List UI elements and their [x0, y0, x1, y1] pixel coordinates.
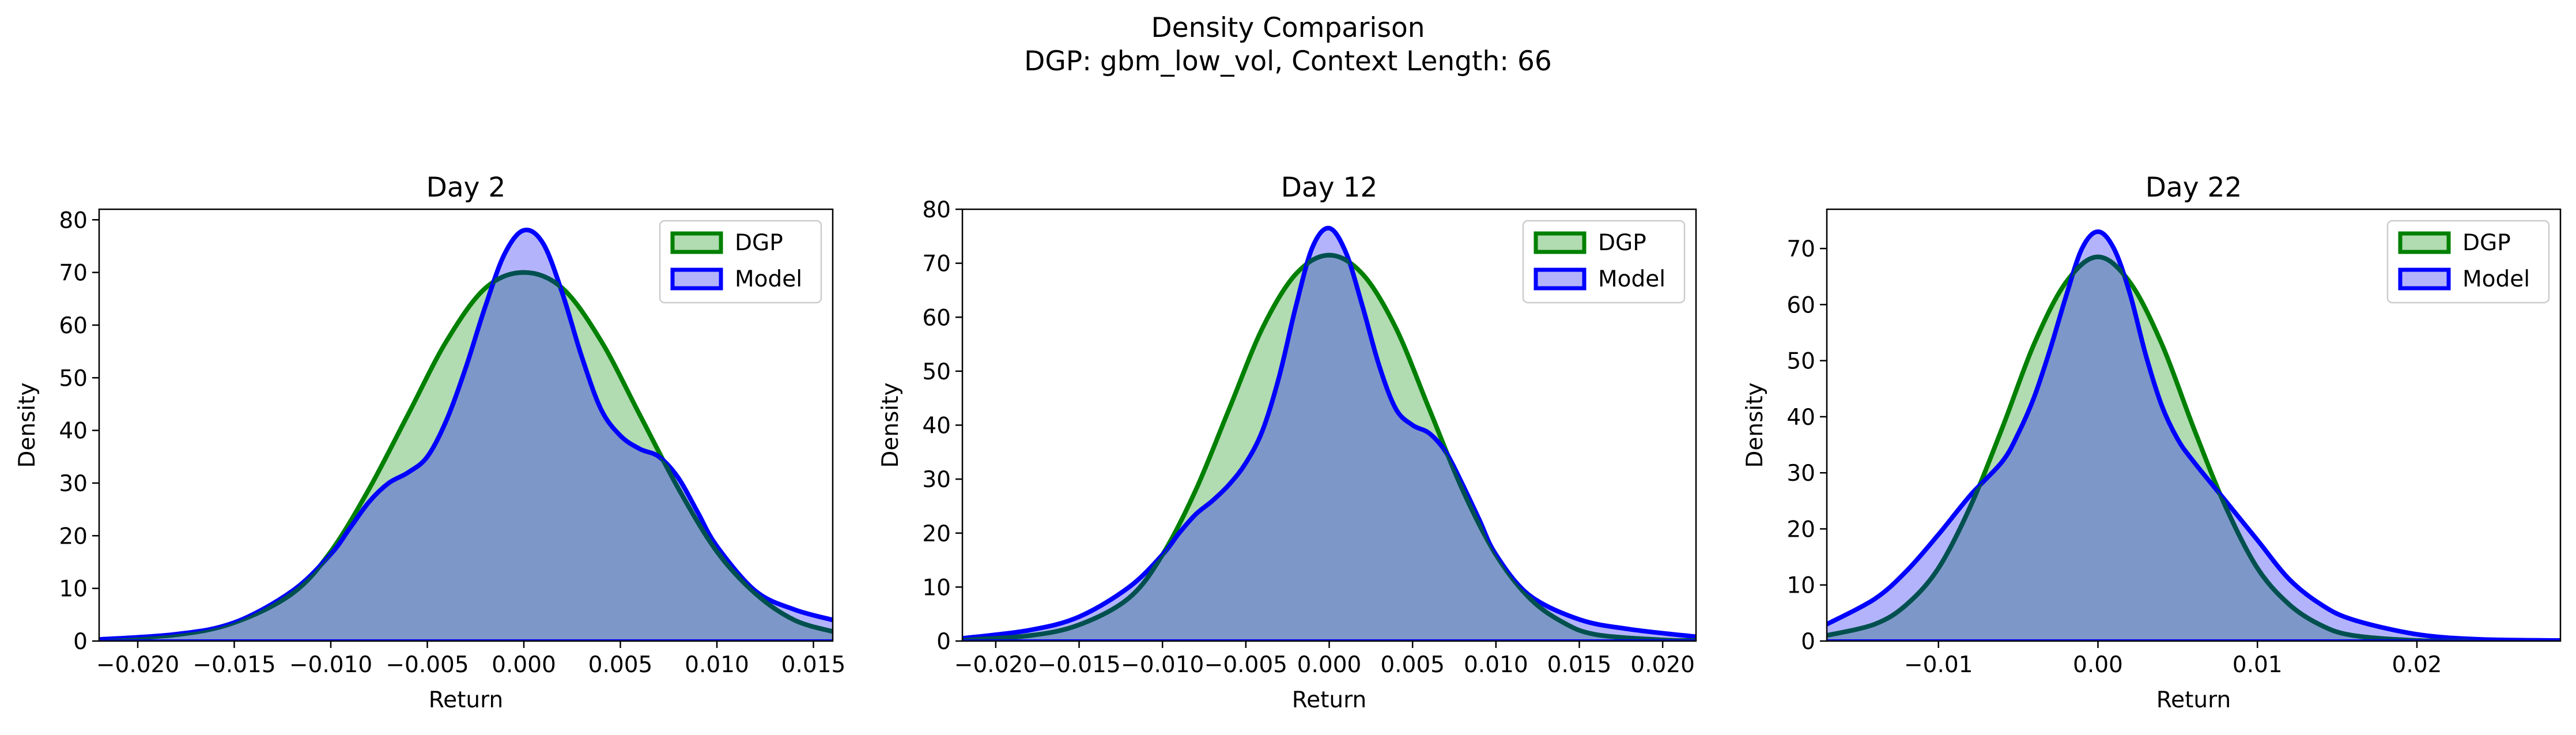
plot-area: [1827, 229, 2560, 641]
x-tick-label: 0.000: [1297, 652, 1362, 678]
y-tick-label: 80: [59, 208, 88, 233]
y-tick-label: 20: [1786, 517, 1815, 542]
y-tick-label: 0: [1801, 629, 1815, 655]
x-tick-label: −0.010: [289, 652, 372, 678]
x-tick-label: 0.01: [2233, 652, 2283, 678]
legend-label-dgp: DGP: [2462, 230, 2511, 256]
y-tick-label: 80: [922, 197, 951, 223]
y-tick-label: 30: [59, 471, 88, 497]
legend-label-dgp: DGP: [1598, 230, 1646, 256]
x-tick-label: −0.020: [954, 652, 1037, 678]
y-tick-label: 40: [59, 419, 88, 444]
x-tick-label: 0.000: [492, 652, 556, 678]
panel-day-1: −0.020 −0.015 −0.010 −0.005 0.000 0.005 0.010 0…: [14, 172, 845, 713]
x-tick-label: 0.02: [2392, 652, 2442, 678]
x-tick-label: 0.015: [1547, 652, 1612, 678]
x-tick-label: −0.015: [192, 652, 275, 678]
y-axis-label: Density: [878, 382, 904, 468]
x-tick-label: −0.01: [1904, 652, 1973, 678]
y-tick-label: 70: [922, 251, 951, 277]
legend-label-model: Model: [1598, 266, 1665, 292]
x-tick-label: −0.015: [1037, 652, 1120, 678]
y-tick-label: 20: [922, 521, 951, 547]
y-tick-label: 60: [1786, 292, 1815, 318]
y-tick-label: 40: [922, 413, 951, 439]
x-tick-label: 0.005: [588, 652, 653, 678]
y-tick-label: 10: [59, 576, 88, 602]
x-axis-label: Return: [1292, 687, 1366, 713]
y-tick-label: 50: [922, 359, 951, 385]
legend-swatch-model: [670, 267, 723, 291]
legend-swatch-dgp: [670, 231, 723, 254]
x-axis-label: Return: [2156, 687, 2231, 713]
y-tick-label: 10: [922, 575, 951, 601]
x-tick-label: 0.015: [781, 652, 846, 678]
y-tick-label: 50: [1786, 349, 1815, 375]
legend-swatch-dgp: [2398, 231, 2451, 254]
x-tick-label: 0.010: [685, 652, 749, 678]
legend: DGP Model: [2386, 220, 2550, 304]
legend-label-model: Model: [735, 266, 802, 292]
model-density-line: [962, 225, 1696, 641]
plot-area: [99, 227, 833, 641]
axes-frame: [98, 208, 834, 642]
overlap-area: [962, 255, 1696, 641]
x-tick-label: 0.00: [2073, 652, 2123, 678]
x-tick-label: −0.010: [1121, 652, 1204, 678]
panel-day-3: −0.01 0.00 0.01 0.02 0 10 20 30 40 50 60 70 Day 22 Re…: [1742, 172, 2562, 713]
y-tick-label: 40: [1786, 405, 1815, 431]
y-tick-label: 60: [922, 305, 951, 331]
legend-swatch-model: [1533, 267, 1587, 291]
y-tick-label: 50: [59, 365, 88, 391]
legend-swatch-dgp: [1533, 231, 1587, 254]
panel-title: Day 12: [1281, 172, 1378, 203]
figure-subtitle: DGP: gbm_low_vol, Context Length: 66: [1024, 46, 1552, 77]
y-tick-label: 20: [59, 523, 88, 549]
x-tick-label: −0.005: [386, 652, 469, 678]
panel-day-2: −0.020 −0.015 −0.010 −0.005 0.000 0.005 0.010 0…: [878, 172, 1697, 713]
y-tick-label: 0: [73, 629, 88, 655]
model-density-line: [1827, 229, 2560, 641]
plot-area: [962, 225, 1696, 641]
y-tick-label: 70: [1786, 236, 1815, 262]
figure-title: Density Comparison: [1151, 12, 1425, 44]
x-tick-label: −0.005: [1204, 652, 1287, 678]
panel-title: Day 22: [2146, 172, 2242, 203]
legend-label-dgp: DGP: [735, 230, 783, 256]
x-axis-label: Return: [429, 687, 503, 713]
x-tick-label: 0.020: [1630, 652, 1695, 678]
y-tick-label: 30: [922, 467, 951, 493]
y-axis-label: Density: [14, 382, 40, 468]
legend: DGP Model: [659, 220, 822, 304]
dgp-line-overlap: [962, 252, 1696, 641]
y-tick-label: 10: [1786, 573, 1815, 599]
x-tick-label: −0.020: [96, 652, 179, 678]
overlap-area: [99, 272, 833, 641]
panels: −0.020 −0.015 −0.010 −0.005 0.000 0.005 0.010 0…: [14, 172, 2562, 713]
y-tick-label: 60: [59, 313, 88, 339]
legend-label-model: Model: [2462, 266, 2530, 292]
y-axis-label: Density: [1742, 382, 1768, 468]
panel-title: Day 2: [426, 172, 506, 203]
legend-swatch-model: [2398, 267, 2451, 291]
legend: DGP Model: [1522, 220, 1686, 304]
y-tick-label: 30: [1786, 461, 1815, 487]
y-tick-label: 70: [59, 261, 88, 287]
y-tick-label: 0: [936, 629, 951, 655]
x-tick-label: 0.005: [1380, 652, 1445, 678]
axes-frame: [1826, 208, 2562, 642]
x-tick-label: 0.010: [1464, 652, 1528, 678]
